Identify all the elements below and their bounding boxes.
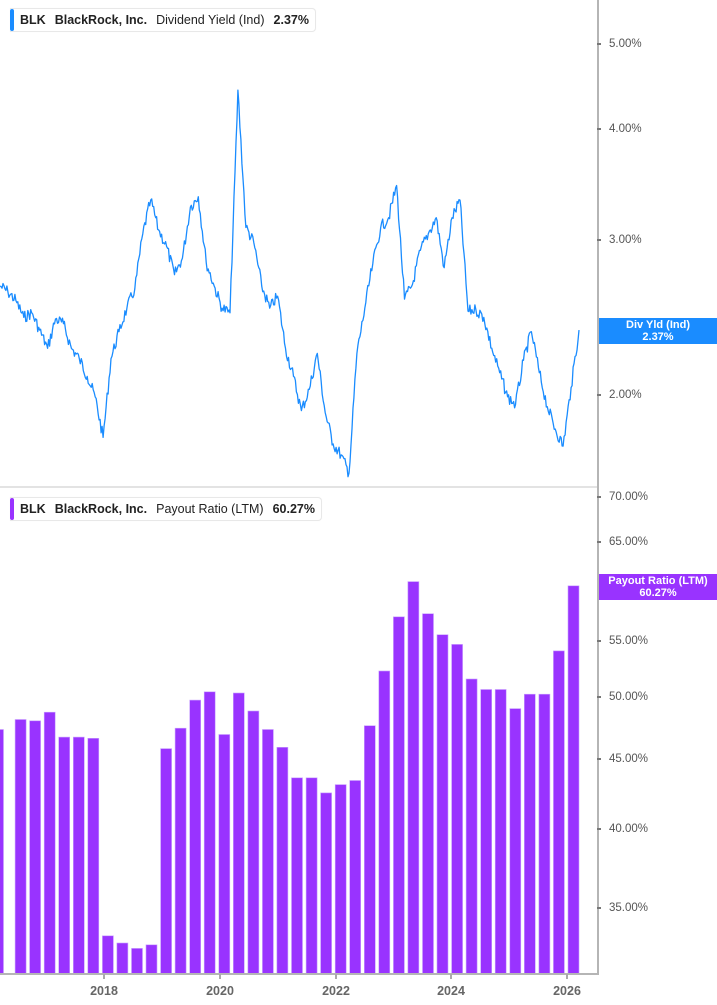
payout-ratio-legend[interactable]: BLK BlackRock, Inc. Payout Ratio (LTM) 6… [10, 497, 322, 521]
legend-metric: Payout Ratio (LTM) [156, 502, 264, 516]
payout-ratio-bar[interactable] [14, 719, 27, 975]
x-tick-mark [219, 974, 221, 979]
flag-value: 2.37% [642, 331, 674, 343]
y-tick-label: 35.00% [596, 901, 648, 915]
dividend-yield-line [0, 89, 580, 478]
x-axis-baseline [0, 973, 599, 975]
payout-ratio-bar[interactable] [567, 585, 580, 975]
payout-ratio-bar[interactable] [262, 729, 274, 975]
payout-ratio-bar[interactable] [334, 784, 347, 975]
payout-ratio-bar[interactable] [523, 693, 536, 975]
payout-ratio-bar[interactable] [73, 736, 85, 975]
payout-ratio-bar[interactable] [0, 729, 4, 975]
flag-label: Div Yld (Ind) [626, 319, 690, 331]
payout-ratio-bar[interactable] [203, 691, 216, 975]
payout-ratio-bar[interactable] [509, 708, 522, 975]
payout-ratio-value-flag: Payout Ratio (LTM) 60.27% [599, 574, 717, 600]
x-tick-label: 2022 [322, 984, 350, 998]
x-tick-label: 2018 [90, 984, 118, 998]
payout-ratio-bar[interactable] [378, 670, 391, 975]
payout-ratio-bar[interactable] [465, 678, 478, 975]
payout-ratio-bar[interactable] [291, 777, 303, 975]
payout-ratio-bar[interactable] [451, 644, 463, 975]
bottom-y-axis-line [597, 487, 599, 975]
payout-ratio-bar[interactable] [43, 711, 56, 975]
y-tick-label: 40.00% [596, 822, 648, 836]
legend-ticker: BLK [20, 502, 46, 516]
payout-ratio-bar[interactable] [494, 689, 507, 975]
top-y-axis-line [597, 0, 599, 487]
payout-ratio-bar[interactable] [363, 725, 376, 975]
series-color-swatch [10, 498, 14, 520]
payout-ratio-bar[interactable] [58, 736, 71, 975]
y-tick-label: 4.00% [597, 122, 642, 136]
x-tick-mark [335, 974, 337, 979]
y-tick-label: 65.00% [596, 535, 648, 549]
legend-ticker: BLK [20, 13, 46, 27]
payout-ratio-bar[interactable] [29, 720, 41, 975]
payout-ratio-bar[interactable] [218, 734, 231, 975]
y-tick-label: 55.00% [596, 634, 648, 648]
flag-value: 60.27% [639, 587, 677, 599]
payout-ratio-bar[interactable] [553, 650, 565, 975]
legend-company: BlackRock, Inc. [54, 13, 148, 27]
payout-ratio-bar[interactable] [349, 780, 362, 975]
payout-ratio-bar[interactable] [131, 948, 143, 975]
payout-ratio-bar[interactable] [233, 692, 245, 975]
payout-ratio-bar[interactable] [393, 616, 405, 975]
payout-ratio-bar[interactable] [422, 613, 434, 975]
x-tick-mark [103, 974, 105, 979]
x-tick-label: 2024 [437, 984, 465, 998]
payout-ratio-bar[interactable] [116, 942, 129, 975]
payout-ratio-bar[interactable] [538, 693, 551, 975]
payout-ratio-bar[interactable] [276, 746, 289, 975]
payout-ratio-bar[interactable] [407, 581, 420, 975]
y-tick-label: 2.00% [597, 388, 642, 402]
payout-ratio-bar[interactable] [145, 944, 158, 975]
legend-metric: Dividend Yield (Ind) [156, 13, 265, 27]
payout-ratio-bar[interactable] [102, 935, 114, 975]
x-tick-label: 2020 [206, 984, 234, 998]
panel-divider [0, 486, 597, 488]
payout-ratio-bar[interactable] [305, 777, 318, 975]
dividend-yield-value-flag: Div Yld (Ind) 2.37% [599, 318, 717, 344]
x-tick-label: 2026 [553, 984, 581, 998]
legend-value: 60.27% [272, 502, 315, 516]
payout-ratio-bar[interactable] [87, 737, 100, 975]
y-tick-label: 45.00% [596, 752, 648, 766]
dividend-yield-legend[interactable]: BLK BlackRock, Inc. Dividend Yield (Ind)… [10, 8, 316, 32]
y-tick-label: 5.00% [597, 37, 642, 51]
legend-company: BlackRock, Inc. [54, 502, 148, 516]
flag-label: Payout Ratio (LTM) [608, 575, 708, 587]
y-tick-label: 70.00% [596, 490, 648, 504]
payout-ratio-bar[interactable] [247, 710, 260, 975]
payout-ratio-bar[interactable] [189, 699, 201, 975]
legend-value: 2.37% [273, 13, 309, 27]
payout-ratio-bar[interactable] [480, 689, 493, 975]
y-tick-label: 3.00% [597, 233, 642, 247]
x-tick-mark [566, 974, 568, 979]
x-tick-mark [450, 974, 452, 979]
payout-ratio-bar[interactable] [436, 634, 449, 975]
payout-ratio-bar[interactable] [174, 727, 187, 975]
payout-ratio-bar[interactable] [320, 792, 332, 975]
payout-ratio-bar[interactable] [160, 748, 172, 975]
y-tick-label: 50.00% [596, 690, 648, 704]
series-color-swatch [10, 9, 14, 31]
